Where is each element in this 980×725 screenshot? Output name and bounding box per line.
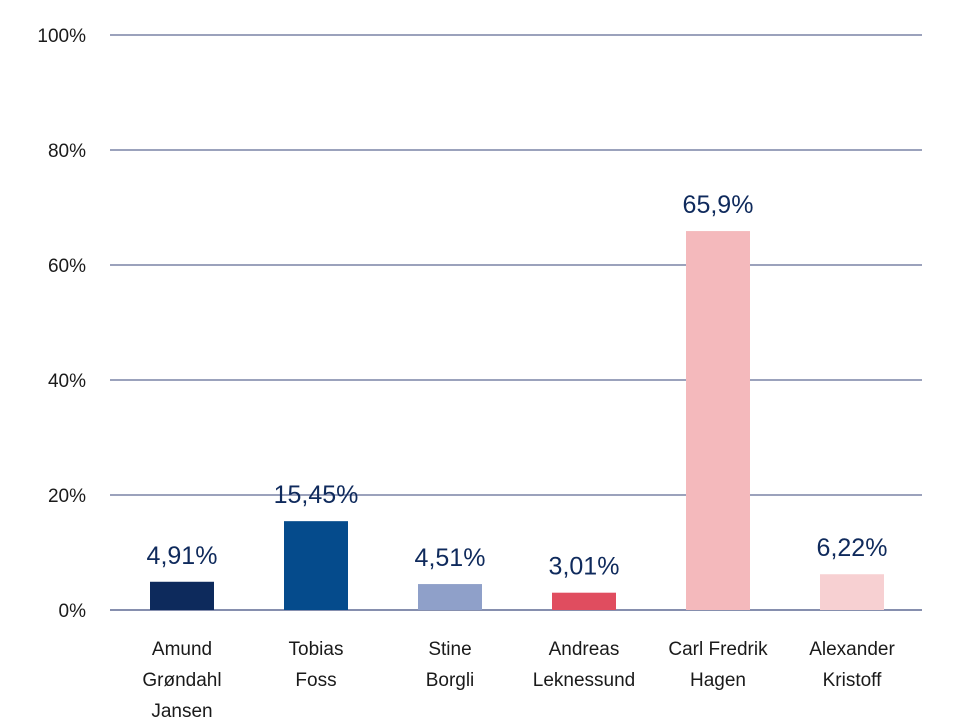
x-category-label: Hagen xyxy=(690,670,746,691)
y-tick-label: 40% xyxy=(48,371,86,392)
bar xyxy=(820,574,884,610)
data-label: 4,51% xyxy=(415,544,486,572)
x-category-label: Jansen xyxy=(151,701,212,722)
y-tick-label: 80% xyxy=(48,141,86,162)
x-category-label: Carl Fredrik xyxy=(668,639,768,660)
data-labels: 4,91% 15,45% 4,51% 3,01% 65,9% 6,22% xyxy=(147,191,888,581)
y-tick-label: 100% xyxy=(37,26,86,47)
x-category-label: Foss xyxy=(295,670,336,691)
bar xyxy=(552,592,616,610)
bar xyxy=(686,231,750,610)
data-label: 15,45% xyxy=(274,481,359,509)
bar xyxy=(150,581,214,610)
y-tick-label: 0% xyxy=(59,601,87,622)
bars xyxy=(150,231,884,610)
x-category-label: Kristoff xyxy=(823,670,883,691)
data-label: 6,22% xyxy=(817,534,888,562)
x-category-label: Leknessund xyxy=(533,670,635,691)
y-axis-ticks: 0% 20% 40% 60% 80% 100% xyxy=(37,26,86,622)
gridlines xyxy=(110,34,922,611)
x-category-label: Alexander xyxy=(809,639,895,660)
bar xyxy=(284,521,348,610)
data-label: 3,01% xyxy=(549,553,620,581)
x-category-label: Tobias xyxy=(289,639,344,660)
data-label: 4,91% xyxy=(147,542,218,570)
x-category-label: Grøndahl xyxy=(142,670,221,691)
x-category-label: Stine xyxy=(428,639,471,660)
x-category-label: Andreas xyxy=(549,639,620,660)
x-axis-categories: Amund Grøndahl Jansen Tobias Foss Stine Borgli… xyxy=(142,639,895,722)
data-label: 65,9% xyxy=(683,191,754,219)
x-category-label: Borgli xyxy=(426,670,475,691)
y-tick-label: 60% xyxy=(48,256,86,277)
x-category-label: Amund xyxy=(152,639,212,660)
y-tick-label: 20% xyxy=(48,486,86,507)
bar xyxy=(418,584,482,610)
